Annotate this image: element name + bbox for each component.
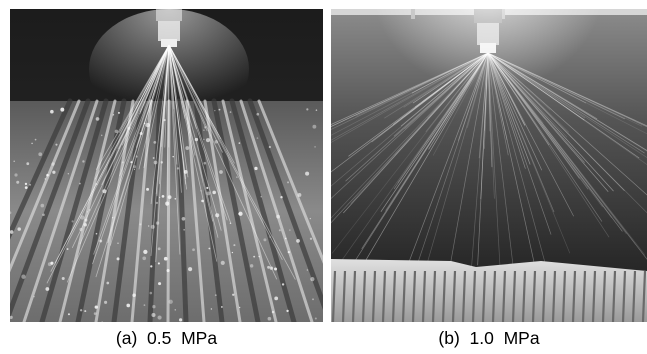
spray-photo-1-0-mpa — [331, 9, 647, 322]
water-spray — [358, 9, 618, 189]
corrugated-sheet — [331, 259, 647, 322]
spray-photo-0-5-mpa — [10, 9, 323, 322]
photo-panel-a — [10, 9, 323, 322]
caption-panel-a: (a) 0.5 MPa — [115, 328, 218, 348]
caption-panel-b: (b) 1.0 MPa — [438, 328, 540, 348]
photo-panel-b — [331, 9, 647, 322]
